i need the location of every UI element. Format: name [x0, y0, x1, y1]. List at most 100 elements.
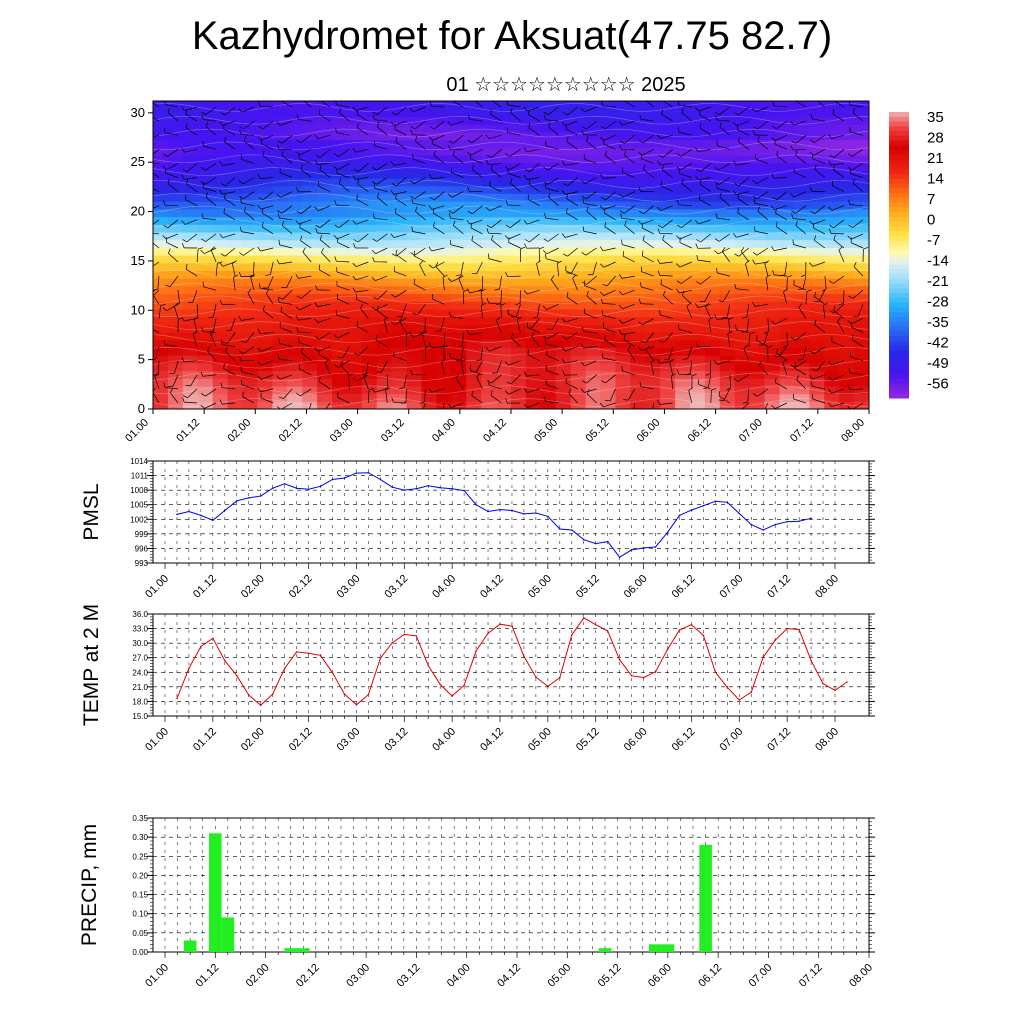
wind-barb-feather: [714, 314, 718, 320]
temperature-cell: [585, 131, 602, 141]
wind-barb: [557, 263, 559, 277]
temperature-cell: [675, 101, 691, 110]
colorbar-label: -35: [927, 314, 949, 331]
y-tick-label: 0.15: [132, 891, 148, 900]
wind-barb: [603, 289, 616, 296]
temperature-cell: [153, 278, 169, 287]
temperature-cell: [749, 385, 766, 395]
wind-barb: [641, 271, 654, 277]
wind-barb-feather: [809, 220, 814, 225]
temperature-cell: [242, 316, 259, 325]
temperature-cell: [272, 262, 288, 271]
wind-barb-feather: [314, 134, 319, 140]
wind-barb: [679, 132, 692, 136]
temperature-cell: [690, 370, 706, 379]
temperature-cell: [645, 185, 661, 194]
temperature-cell: [600, 147, 617, 156]
temperature-cell: [302, 101, 318, 110]
wind-barb-feather: [696, 239, 701, 243]
wind-barb-feather: [428, 136, 433, 141]
wind-barb-feather: [563, 183, 568, 187]
wind-barb: [602, 315, 616, 319]
temperature-cell: [615, 332, 631, 341]
temperature-cell: [436, 247, 452, 256]
wind-barb-feather: [566, 193, 569, 199]
wind-barb-feather: [153, 288, 158, 291]
wind-barb: [583, 346, 597, 349]
wind-barb: [509, 149, 521, 157]
temperature-cell: [182, 178, 199, 187]
temperature-cell: [496, 370, 512, 379]
wind-barb-feather: [742, 330, 748, 333]
temperature-cell: [764, 101, 781, 110]
wind-barb-feather: [257, 347, 262, 352]
wind-barb: [812, 219, 826, 225]
temperature-cell: [540, 247, 557, 256]
precip-bar: [598, 948, 612, 952]
temperature-cell: [719, 285, 736, 295]
temperature-cell: [555, 116, 572, 125]
temperature-cell: [272, 208, 288, 218]
temperature-cell: [361, 139, 378, 148]
colorbar-label: -21: [927, 273, 949, 290]
temperature-cell: [585, 301, 602, 310]
colorbar-swatch: [889, 255, 909, 261]
wind-barb-feather: [447, 278, 452, 282]
wind-barb-feather: [361, 373, 367, 376]
wind-barb: [728, 319, 731, 333]
wind-barb-feather: [657, 359, 661, 364]
data-point: [224, 509, 226, 512]
temperature-cell: [257, 208, 273, 218]
temperature-cell: [421, 139, 438, 148]
wind-barb-feather: [243, 136, 246, 142]
wind-barb: [546, 303, 559, 310]
data-point: [559, 528, 561, 530]
temperature-cell: [391, 193, 408, 202]
temperature-cell: [272, 332, 288, 341]
temperature-cell: [764, 108, 781, 117]
temperature-cell: [287, 247, 303, 256]
temperature-cell: [167, 262, 184, 271]
wind-barb: [568, 393, 578, 404]
temperature-cell: [839, 154, 855, 164]
wind-barb-feather: [201, 326, 204, 332]
temperature-cell: [346, 355, 363, 364]
colorbar-swatch: [889, 364, 909, 370]
temperature-cell: [197, 362, 214, 372]
temperature-cell: [630, 285, 646, 295]
temperature-cell: [436, 108, 452, 117]
temperature-cell: [257, 185, 273, 194]
wind-barb-feather: [715, 115, 718, 121]
temperature-cell: [540, 162, 557, 171]
wind-barb-feather: [737, 193, 740, 199]
temperature-cell: [361, 316, 378, 325]
temperature-cell: [511, 308, 527, 318]
data-point: [642, 547, 645, 549]
temperature-cell: [660, 201, 676, 210]
wind-barb: [155, 346, 160, 360]
wind-barb: [224, 198, 236, 206]
temperature-cell: [197, 185, 214, 194]
temperature-cell: [630, 201, 646, 210]
wind-barb-feather: [295, 274, 299, 279]
temperature-cell: [854, 385, 869, 395]
wind-barb-feather: [300, 347, 304, 353]
wind-barb: [662, 239, 673, 249]
wind-barb: [210, 334, 217, 347]
temperature-cell: [600, 170, 617, 179]
temperature-cell: [719, 293, 736, 302]
data-point: [188, 510, 190, 513]
wind-barb-feather: [162, 307, 167, 311]
temperature-cell: [854, 247, 869, 256]
wind-barb: [697, 259, 711, 263]
temperature-cell: [346, 208, 363, 218]
temperature-cell: [287, 347, 303, 356]
data-point: [654, 671, 657, 673]
wind-barb-feather: [676, 235, 681, 240]
temperature-cell: [227, 308, 244, 318]
wind-barb-feather: [561, 347, 566, 352]
wind-barb: [185, 114, 198, 122]
temperature-cell: [555, 193, 572, 202]
wind-barb: [814, 324, 826, 333]
temperature-cell: [779, 293, 796, 302]
